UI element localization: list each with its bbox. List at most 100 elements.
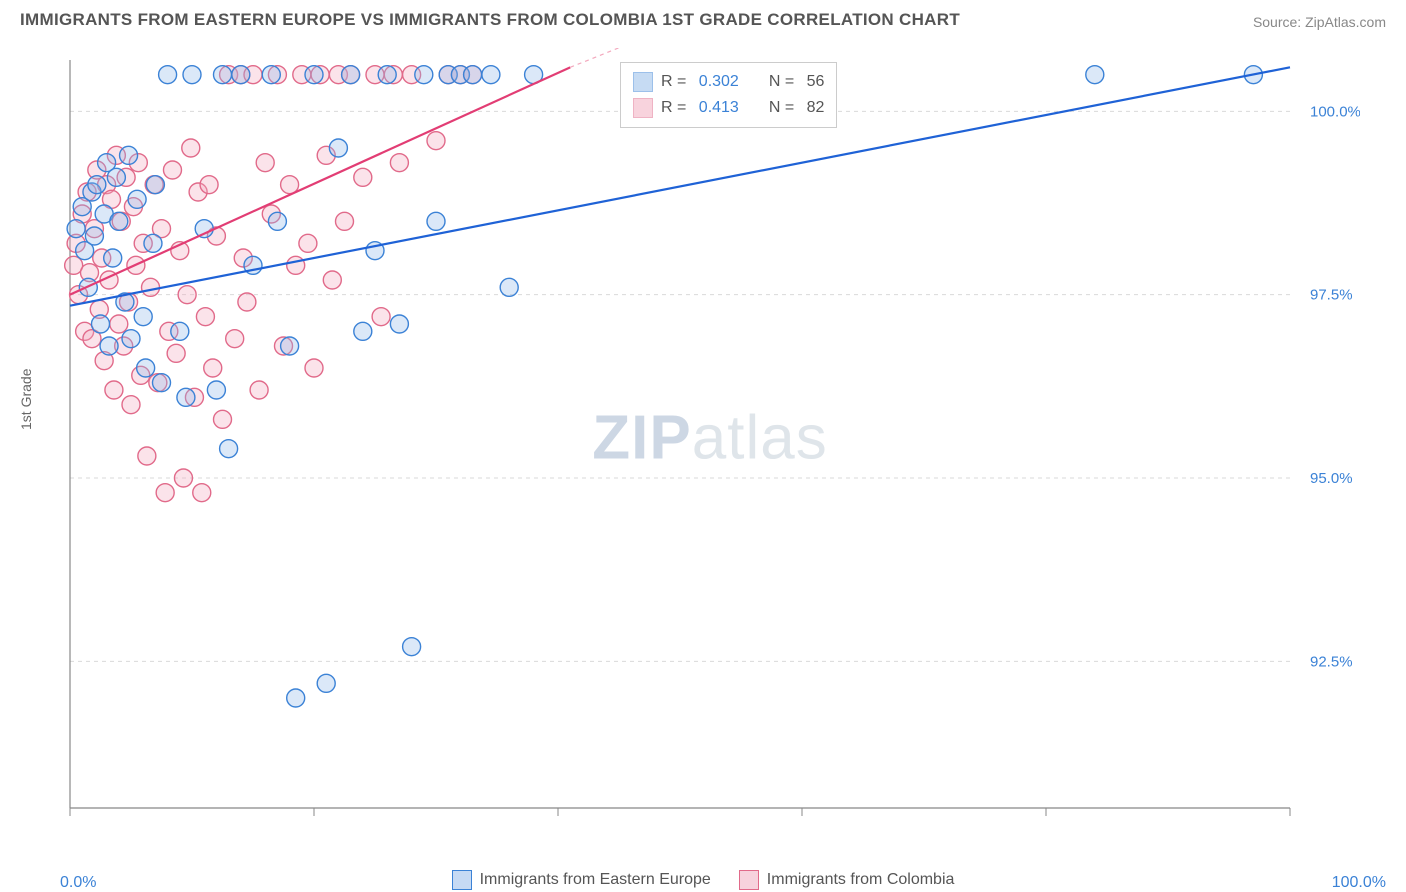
data-point bbox=[262, 66, 280, 84]
data-point bbox=[144, 234, 162, 252]
data-point bbox=[390, 154, 408, 172]
data-point bbox=[427, 212, 445, 230]
stat-r-label: R = bbox=[661, 73, 686, 91]
source-attribution: Source: ZipAtlas.com bbox=[1253, 14, 1386, 30]
data-point bbox=[354, 168, 372, 186]
data-point bbox=[156, 484, 174, 502]
data-point bbox=[138, 447, 156, 465]
data-point bbox=[183, 66, 201, 84]
data-point bbox=[390, 315, 408, 333]
data-point bbox=[105, 381, 123, 399]
data-point bbox=[122, 330, 140, 348]
data-point bbox=[110, 212, 128, 230]
data-point bbox=[142, 278, 160, 296]
data-point bbox=[299, 234, 317, 252]
data-point bbox=[372, 308, 390, 326]
data-point bbox=[287, 689, 305, 707]
data-point bbox=[85, 227, 103, 245]
data-point bbox=[281, 337, 299, 355]
data-point bbox=[137, 359, 155, 377]
series-swatch bbox=[633, 72, 653, 92]
data-point bbox=[207, 381, 225, 399]
data-point bbox=[196, 308, 214, 326]
data-point bbox=[163, 161, 181, 179]
series-legend: Immigrants from Eastern Europe Immigrants… bbox=[0, 870, 1406, 890]
stat-r-value: 0.413 bbox=[694, 99, 738, 117]
data-point bbox=[177, 388, 195, 406]
data-point bbox=[256, 154, 274, 172]
legend-label: Immigrants from Colombia bbox=[767, 871, 955, 889]
legend-item: Immigrants from Colombia bbox=[739, 870, 955, 890]
chart-title: IMMIGRANTS FROM EASTERN EUROPE VS IMMIGR… bbox=[20, 10, 960, 30]
data-point bbox=[200, 176, 218, 194]
stat-n-label: N = bbox=[769, 99, 794, 117]
data-point bbox=[88, 176, 106, 194]
legend-label: Immigrants from Eastern Europe bbox=[480, 871, 711, 889]
data-point bbox=[287, 256, 305, 274]
data-point bbox=[195, 220, 213, 238]
data-point bbox=[226, 330, 244, 348]
data-point bbox=[110, 315, 128, 333]
data-point bbox=[415, 66, 433, 84]
data-point bbox=[167, 344, 185, 362]
data-point bbox=[92, 315, 110, 333]
legend-swatch bbox=[739, 870, 759, 890]
stats-row: R = 0.302 N = 56 bbox=[633, 69, 824, 95]
y-tick-label: 97.5% bbox=[1310, 287, 1353, 304]
data-point bbox=[323, 271, 341, 289]
data-point bbox=[268, 212, 286, 230]
data-point bbox=[204, 359, 222, 377]
data-point bbox=[128, 190, 146, 208]
data-point bbox=[482, 66, 500, 84]
stat-n-value: 56 bbox=[802, 73, 824, 91]
data-point bbox=[67, 220, 85, 238]
data-point bbox=[305, 66, 323, 84]
data-point bbox=[146, 176, 164, 194]
legend-swatch bbox=[452, 870, 472, 890]
data-point bbox=[1086, 66, 1104, 84]
data-point bbox=[178, 286, 196, 304]
data-point bbox=[171, 322, 189, 340]
stats-row: R = 0.413N = 82 bbox=[633, 95, 824, 121]
data-point bbox=[403, 638, 421, 656]
data-point bbox=[107, 168, 125, 186]
stat-r-value: 0.302 bbox=[694, 73, 738, 91]
data-point bbox=[122, 396, 140, 414]
correlation-stats-box: R = 0.302N = 56R = 0.413N = 82 bbox=[620, 62, 837, 128]
data-point bbox=[336, 212, 354, 230]
stat-r-label: R = bbox=[661, 99, 686, 117]
data-point bbox=[342, 66, 360, 84]
legend-item: Immigrants from Eastern Europe bbox=[452, 870, 711, 890]
data-point bbox=[305, 359, 323, 377]
y-tick-label: 100.0% bbox=[1310, 103, 1360, 120]
data-point bbox=[174, 469, 192, 487]
data-point bbox=[159, 66, 177, 84]
stat-n-label: N = bbox=[769, 73, 794, 91]
chart-area: 92.5%95.0%97.5%100.0% ZIPatlas bbox=[60, 48, 1360, 828]
data-point bbox=[354, 322, 372, 340]
data-point bbox=[427, 132, 445, 150]
data-point bbox=[232, 66, 250, 84]
data-point bbox=[464, 66, 482, 84]
data-point bbox=[182, 139, 200, 157]
y-tick-label: 95.0% bbox=[1310, 470, 1353, 487]
data-point bbox=[193, 484, 211, 502]
series-swatch bbox=[633, 98, 653, 118]
data-point bbox=[317, 674, 335, 692]
data-point bbox=[104, 249, 122, 267]
data-point bbox=[250, 381, 268, 399]
data-point bbox=[214, 410, 232, 428]
data-point bbox=[378, 66, 396, 84]
data-point bbox=[214, 66, 232, 84]
y-tick-label: 92.5% bbox=[1310, 653, 1353, 670]
data-point bbox=[238, 293, 256, 311]
data-point bbox=[120, 146, 138, 164]
data-point bbox=[153, 374, 171, 392]
data-point bbox=[134, 308, 152, 326]
data-point bbox=[329, 139, 347, 157]
trend-line bbox=[70, 67, 570, 294]
data-point bbox=[500, 278, 518, 296]
scatter-chart-svg: 92.5% 95.0% 97.5% 100.0% bbox=[60, 48, 1360, 828]
y-axis-label: 1st Grade bbox=[18, 369, 34, 430]
data-point bbox=[220, 440, 238, 458]
